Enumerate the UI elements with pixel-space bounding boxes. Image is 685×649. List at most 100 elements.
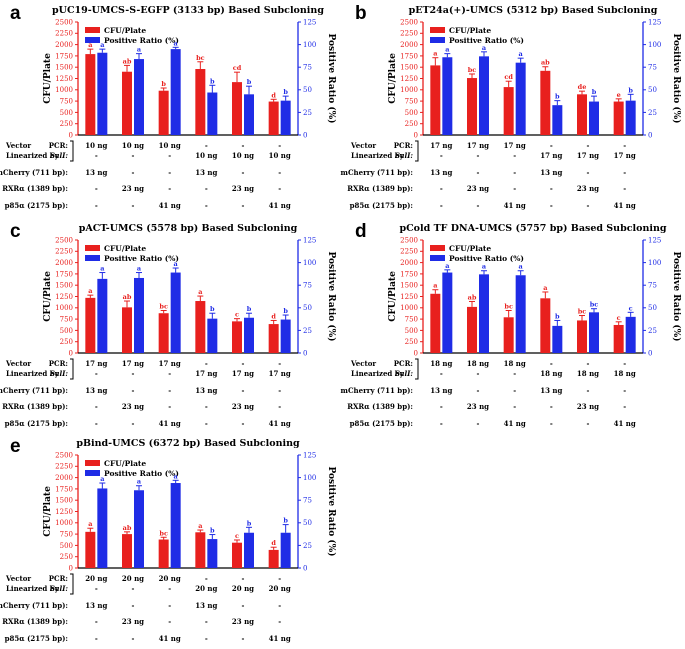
bar-ratio — [97, 52, 108, 135]
cell-p85a: - — [205, 634, 208, 643]
row-label-p85a: p85α (2175 bp): — [5, 419, 68, 428]
bar-ratio — [207, 92, 218, 135]
bar-cfu — [268, 101, 279, 135]
row-bracket — [415, 358, 419, 380]
cell-pcr: - — [623, 141, 626, 150]
significance-letter-cfu: a — [88, 41, 93, 49]
cell-sali: 18 ng — [614, 369, 636, 378]
cell-mcherry: - — [132, 168, 135, 177]
bar-ratio — [589, 312, 599, 353]
y-tick-label-left: 2250 — [55, 30, 73, 38]
cell-rxra: - — [513, 184, 516, 193]
bar-ratio — [170, 272, 181, 353]
panel-letter: c — [10, 221, 21, 242]
cell-rxra: - — [95, 402, 98, 411]
significance-letter-ratio: b — [247, 78, 252, 86]
cell-pcr: - — [242, 141, 245, 150]
bar-ratio — [442, 57, 453, 136]
significance-letter-ratio: a — [482, 263, 487, 271]
cell-p85a: 41 ng — [504, 201, 526, 210]
y-tick-label-right: 100 — [303, 41, 316, 49]
row-label-rxra: RXRα (1389 bp): — [2, 617, 68, 626]
cell-sali: - — [513, 151, 516, 160]
significance-letter-cfu: a — [433, 50, 438, 58]
bar-cfu — [158, 539, 169, 568]
significance-letter-ratio: b — [592, 88, 597, 96]
cell-rxra: 23 ng — [122, 617, 144, 626]
y-tick-label-right: 25 — [648, 327, 657, 335]
cell-sali: 20 ng — [195, 584, 217, 593]
y-tick-label-left: 750 — [60, 531, 73, 539]
significance-letter-cfu: cd — [504, 73, 513, 81]
y-tick-label-left: 1750 — [400, 270, 418, 278]
significance-letter-ratio: b — [555, 312, 560, 320]
legend-swatch-ratio — [85, 37, 100, 43]
legend-swatch-cfu — [85, 27, 100, 33]
y-tick-label-right: 0 — [648, 349, 652, 357]
bar-cfu — [232, 321, 242, 353]
cell-rxra: 23 ng — [232, 402, 254, 411]
significance-letter-cfu: a — [543, 284, 548, 292]
bar-cfu — [613, 324, 624, 353]
significance-letter-cfu: c — [235, 532, 239, 540]
bar-ratio — [244, 94, 254, 135]
bar-cfu — [122, 307, 132, 353]
y-tick-label-right: 75 — [648, 64, 657, 72]
cell-pcr: - — [242, 574, 245, 583]
y-axis-label-right: Positive Ratio (%) — [671, 252, 682, 342]
cell-rxra: - — [623, 184, 626, 193]
y-tick-label-right: 75 — [303, 64, 312, 72]
bar-ratio — [244, 532, 254, 568]
significance-letter-ratio: b — [247, 519, 252, 527]
row-bracket — [70, 358, 74, 380]
bar-cfu — [158, 90, 169, 135]
y-axis-label-right: Positive Ratio (%) — [671, 34, 682, 124]
y-tick-label-left: 1250 — [55, 508, 73, 516]
cell-rxra: 23 ng — [467, 184, 489, 193]
y-tick-label-left: 1250 — [400, 75, 418, 83]
bar-cfu — [503, 317, 514, 353]
cell-mcherry: 13 ng — [85, 601, 107, 610]
cell-pcr: - — [587, 359, 590, 368]
y-tick-label-right: 25 — [648, 109, 657, 117]
cell-p85a: 41 ng — [269, 201, 291, 210]
y-tick-label-left: 2500 — [400, 236, 418, 244]
bar-ratio — [134, 59, 144, 136]
y-tick-label-right: 100 — [648, 259, 661, 267]
significance-letter-cfu: a — [198, 288, 203, 296]
row-label-rxra: RXRα (1389 bp): — [2, 184, 68, 193]
cell-p85a: - — [205, 201, 208, 210]
cell-pcr: - — [550, 141, 553, 150]
cell-mcherry: 13 ng — [195, 168, 217, 177]
y-tick-label-left: 250 — [405, 120, 418, 128]
cell-rxra: - — [205, 184, 208, 193]
y-tick-label-right: 50 — [648, 304, 657, 312]
row-label-linearized: Linearized by — [351, 369, 405, 378]
legend-label-ratio: Positive Ratio (%) — [104, 469, 179, 478]
cell-mcherry: - — [168, 168, 171, 177]
cell-sali: 17 ng — [577, 151, 599, 160]
cell-mcherry: - — [132, 601, 135, 610]
y-tick-label-right: 0 — [303, 131, 307, 139]
cell-mcherry: - — [477, 168, 480, 177]
row-label-p85a: p85α (2175 bp): — [5, 634, 68, 643]
bar-ratio — [515, 275, 526, 353]
cell-pcr: 10 ng — [122, 141, 144, 150]
significance-letter-ratio: a — [137, 265, 142, 273]
row-label-pcr: PCR: — [49, 574, 68, 583]
y-axis-label-left: CFU/Plate — [43, 486, 53, 537]
cell-sali: - — [477, 369, 480, 378]
significance-letter-ratio: b — [210, 305, 215, 313]
y-tick-label-right: 0 — [303, 564, 307, 572]
significance-letter-ratio: a — [100, 41, 105, 49]
y-tick-label-left: 750 — [60, 316, 73, 324]
cell-pcr: 10 ng — [159, 141, 181, 150]
cell-rxra: - — [550, 402, 553, 411]
cell-mcherry: 13 ng — [195, 386, 217, 395]
cell-sali: - — [477, 151, 480, 160]
y-tick-label-left: 1000 — [55, 519, 73, 527]
bar-cfu — [577, 320, 587, 353]
y-tick-label-left: 2500 — [55, 236, 73, 244]
significance-letter-cfu: a — [88, 520, 93, 528]
cell-mcherry: 13 ng — [430, 386, 452, 395]
